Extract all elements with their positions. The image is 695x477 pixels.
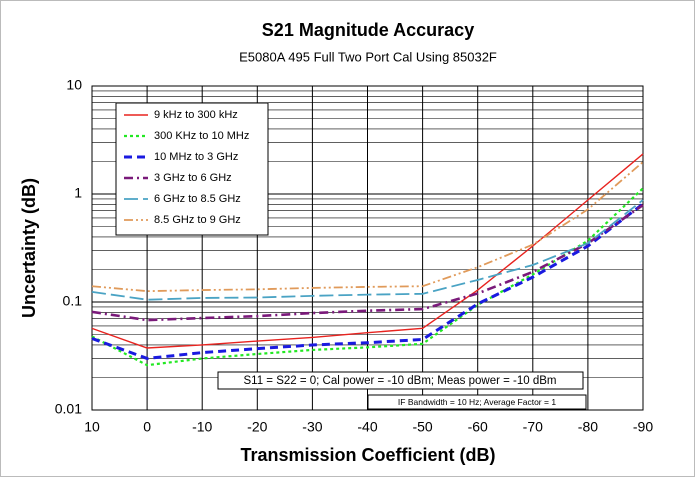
annotation-box <box>367 394 587 410</box>
x-tick-label: -50 <box>412 419 432 435</box>
legend-label: 6 GHz to 8.5 GHz <box>154 193 241 205</box>
legend-label: 8.5 GHz to 9 GHz <box>154 214 241 226</box>
chart-title: S21 Magnitude Accuracy <box>262 20 474 40</box>
y-tick-label: 0.01 <box>55 401 82 417</box>
y-axis-label: Uncertainty (dB) <box>19 178 39 318</box>
x-tick-label: -70 <box>523 419 543 435</box>
series-line <box>91 161 644 293</box>
x-tick-label: 0 <box>143 419 151 435</box>
x-tick-label: -20 <box>247 419 267 435</box>
legend-label: 9 kHz to 300 kHz <box>154 109 238 121</box>
series-line <box>91 202 644 360</box>
y-tick-label: 1 <box>74 185 82 201</box>
chart-subtitle: E5080A 495 Full Two Port Cal Using 85032… <box>239 49 497 64</box>
x-axis-label: Transmission Coefficient (dB) <box>240 445 495 465</box>
legend-label: 3 GHz to 6 GHz <box>154 172 232 184</box>
x-tick-label: -30 <box>302 419 322 435</box>
legend-box <box>115 102 269 236</box>
series-line <box>91 153 644 349</box>
x-tick-label: -10 <box>192 419 212 435</box>
y-tick-label: 10 <box>66 77 82 93</box>
x-tick-label: -90 <box>633 419 653 435</box>
plot-border <box>91 85 644 411</box>
x-tick-label: -60 <box>468 419 488 435</box>
series-line <box>91 187 644 367</box>
series-line <box>91 199 644 301</box>
legend-label: 300 KHz to 10 MHz <box>154 130 249 142</box>
y-tick-label: 0.1 <box>63 293 83 309</box>
x-tick-label: 10 <box>84 419 100 435</box>
annotation-box <box>217 371 584 390</box>
legend-label: 10 MHz to 3 GHz <box>154 151 238 163</box>
x-tick-label: -40 <box>357 419 377 435</box>
annotation: S11 = S22 = 0; Cal power = -10 dBm; Meas… <box>243 375 556 387</box>
x-tick-label: -80 <box>578 419 598 435</box>
annotation: IF Bandwidth = 10 Hz; Average Factor = 1 <box>398 397 556 407</box>
